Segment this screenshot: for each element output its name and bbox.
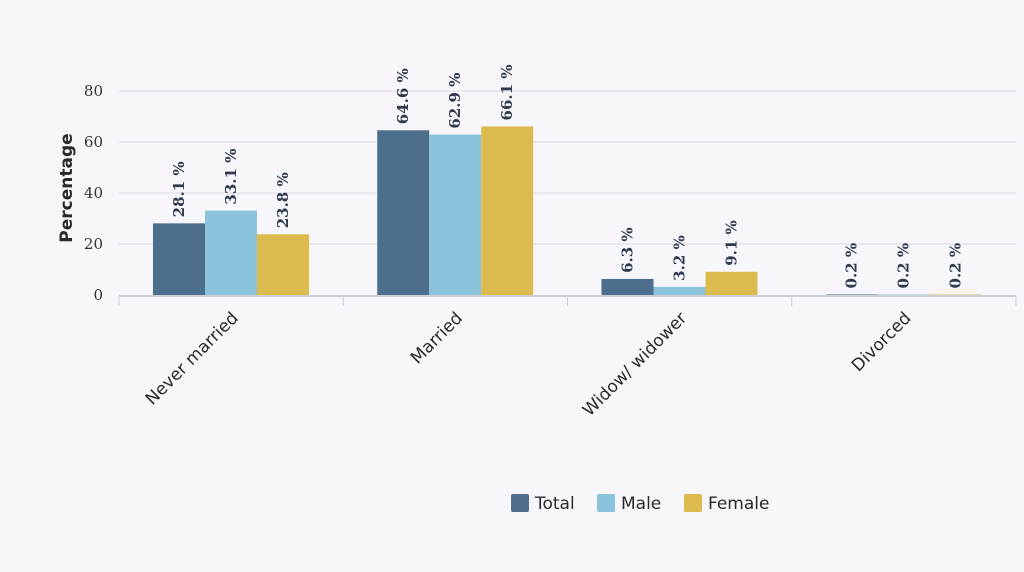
x-category-label: Married (407, 308, 467, 368)
y-tick-label: 40 (84, 184, 103, 202)
y-tick-label: 20 (84, 235, 103, 253)
x-category-label: Never married (142, 308, 243, 409)
y-tick-label: 80 (84, 82, 103, 100)
x-category-label: Divorced (848, 308, 916, 376)
data-label: 0.2 % (895, 243, 913, 289)
bar (153, 223, 205, 295)
x-category-label: Widow/ widower (579, 308, 691, 420)
data-label: 33.1 % (222, 149, 240, 205)
bar (705, 271, 758, 295)
bar (429, 134, 482, 295)
bar (929, 294, 982, 296)
bar (377, 130, 430, 295)
legend-label: Female (708, 494, 769, 514)
data-label: 9.1 % (723, 220, 741, 266)
legend-label: Total (534, 494, 575, 514)
legend-label: Male (621, 494, 661, 514)
bar (257, 234, 309, 295)
bar (205, 210, 257, 295)
data-label: 0.2 % (843, 243, 861, 289)
y-tick-label: 0 (93, 286, 103, 304)
bar (825, 294, 878, 296)
y-tick-label: 60 (84, 133, 103, 151)
bar (653, 286, 706, 295)
data-label: 3.2 % (671, 235, 689, 281)
bar (481, 126, 534, 295)
y-axis-ticks: 0 20 40 60 80 (84, 82, 103, 304)
data-label: 0.2 % (947, 243, 965, 289)
data-label: 62.9 % (446, 73, 464, 129)
bars (153, 126, 982, 296)
data-label: 28.1 % (170, 161, 188, 217)
legend-swatch (511, 494, 529, 512)
bar (601, 278, 654, 295)
data-label: 23.8 % (274, 172, 292, 228)
data-label: 66.1 % (498, 64, 516, 120)
x-axis: Never married Married Widow/ widower Divorc… (118, 295, 1017, 421)
data-label: 6.3 % (619, 227, 637, 273)
data-labels: 28.1 % 33.1 % 23.8 % 64.6 % 62.9 % 66.1 % 6.3 … (170, 64, 965, 288)
bar (877, 294, 930, 296)
legend-swatch (684, 494, 702, 512)
legend-swatch (597, 494, 615, 512)
legend: Total Male Female (511, 494, 769, 514)
gridlines (119, 90, 1016, 245)
data-label: 64.6 % (394, 68, 412, 124)
y-axis-title: Percentage (57, 133, 77, 242)
